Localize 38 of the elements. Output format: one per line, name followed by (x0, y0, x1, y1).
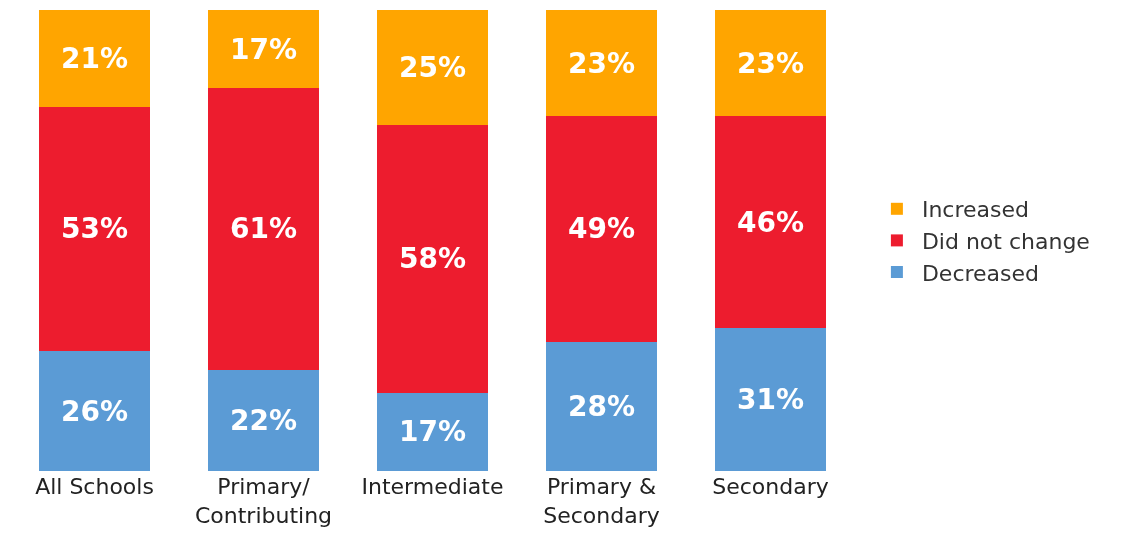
bar (545, 116, 658, 342)
bar (38, 106, 151, 352)
bar (545, 341, 658, 471)
data-label: 25% (398, 51, 467, 85)
bar (376, 10, 489, 126)
x-tick-label: Secondary (712, 474, 829, 499)
data-label: 46% (736, 205, 805, 239)
x-tick-label: All Schools (35, 474, 154, 499)
bar (545, 10, 658, 117)
data-label: 61% (229, 212, 298, 246)
bar (714, 10, 827, 117)
data-label: 21% (60, 41, 129, 75)
legend-label: Decreased (921, 260, 1040, 286)
x-tick-label: Primary & Secondary (543, 474, 660, 528)
bar (714, 116, 827, 329)
data-label: 26% (60, 394, 129, 428)
legend-label: Did not change (921, 228, 1090, 254)
legend-label: Increased (921, 197, 1029, 223)
bar (207, 369, 320, 471)
bar (207, 88, 320, 370)
data-label: 28% (567, 389, 636, 423)
bar (38, 351, 151, 471)
x-tick-label: Primary/ Contributing (194, 474, 333, 528)
bar (376, 125, 489, 393)
bar (376, 392, 489, 471)
data-label: 53% (60, 212, 129, 246)
data-label: 17% (398, 415, 467, 449)
bar (38, 10, 151, 107)
data-label: 58% (398, 242, 467, 276)
bar (714, 328, 827, 471)
x-tick-label: Intermediate (361, 474, 504, 499)
data-label: 31% (736, 383, 805, 417)
data-label: 49% (567, 212, 636, 246)
data-label: 23% (736, 46, 805, 80)
data-label: 17% (229, 32, 298, 66)
bar (207, 10, 320, 89)
data-label: 22% (229, 403, 298, 437)
data-label: 23% (567, 46, 636, 80)
